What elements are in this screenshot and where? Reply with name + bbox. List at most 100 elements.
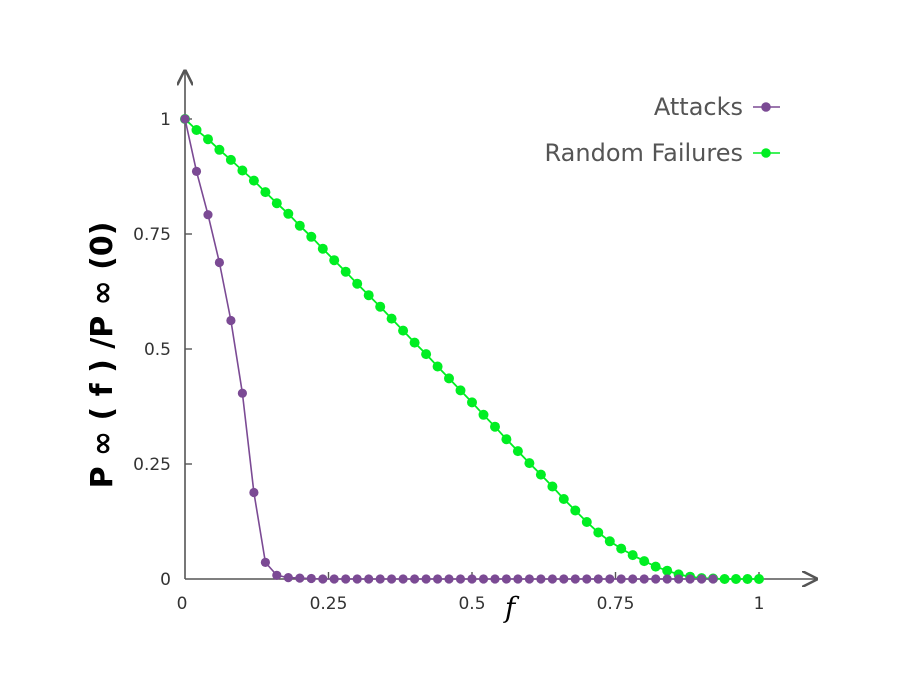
data-point [512,446,523,457]
data-point [731,574,741,584]
data-point [272,570,282,580]
data-point [650,561,661,572]
x-axis-label: f [503,591,520,624]
data-point [271,198,282,209]
data-point [501,574,511,584]
data-point [294,220,305,231]
data-point [375,301,386,312]
data-point [283,208,294,219]
legend-item-random-failures: Random Failures [545,139,780,167]
legend: Attacks Random Failures [545,93,780,167]
data-point [674,574,684,584]
data-point [203,134,213,145]
data-point [341,574,351,584]
data-point [432,361,443,372]
y-tick-label: 0 [160,570,171,590]
data-point [524,458,535,469]
data-point [536,574,546,584]
data-point [260,557,270,568]
data-point [455,385,466,396]
data-point [455,574,466,584]
plot-area [180,114,764,584]
data-point [248,175,259,186]
data-point [318,574,328,584]
legend-label: Random Failures [545,139,743,167]
data-point [203,210,213,220]
data-point [260,187,271,198]
data-point [237,165,248,176]
data-point [237,388,247,398]
data-point [708,574,718,584]
data-point [593,574,603,584]
data-point [225,154,236,165]
legend-swatch-marker [761,148,771,158]
data-point [433,574,443,584]
x-tick-label: 0.5 [458,594,485,614]
data-point [467,397,477,408]
data-point [364,574,374,584]
data-point [478,574,489,584]
data-point [570,505,581,516]
data-point [581,517,592,527]
data-point [329,574,339,584]
data-point [662,565,673,576]
data-point [283,573,293,583]
data-point [742,574,753,584]
data-point [214,257,224,268]
legend-swatch-marker [761,102,771,112]
data-point [421,574,431,584]
ticks: 0 0.25 0.5 0.75 1 0 0.25 0.5 0.75 1 [133,110,764,614]
data-point [387,574,397,584]
data-point [306,573,316,584]
data-point [697,574,707,584]
legend-item-attacks: Attacks [654,93,780,121]
data-point [558,494,569,504]
data-point [593,527,604,538]
data-point [306,231,317,242]
y-tick-label: 0.75 [133,225,171,245]
data-point [398,574,408,584]
y-tick-label: 1 [160,110,171,130]
y-tick-label: 0.5 [144,340,171,360]
data-point [628,574,638,584]
data-point [559,574,569,584]
data-point [409,337,420,348]
data-point [547,481,558,492]
data-point [317,243,328,254]
data-point [651,574,661,584]
data-point [191,166,202,176]
data-point [467,574,477,584]
data-point [386,313,397,324]
data-point [582,574,592,584]
data-point [513,574,523,584]
data-point [547,574,558,584]
data-point [570,574,580,584]
data-point [535,469,546,480]
data-point [616,574,626,584]
data-point [329,255,340,266]
data-point [226,315,236,326]
series-line-random-failures [184,118,759,580]
x-tick-label: 0 [177,594,188,614]
data-point [478,409,489,420]
series-random-failures [180,114,764,584]
x-tick-label: 1 [754,594,765,614]
data-point [616,543,627,554]
data-point [352,278,363,289]
data-point [444,373,454,384]
data-point [605,574,615,584]
data-point [340,266,351,277]
data-point [180,114,190,124]
data-point [295,573,305,583]
data-point [754,574,764,584]
data-point [191,125,202,135]
data-point [214,144,225,155]
data-point [639,556,650,567]
data-point [490,574,500,584]
data-point [398,325,409,336]
x-tick-label: 0.25 [310,594,348,614]
data-point [363,290,374,301]
data-point [410,574,420,584]
data-point [421,349,432,360]
